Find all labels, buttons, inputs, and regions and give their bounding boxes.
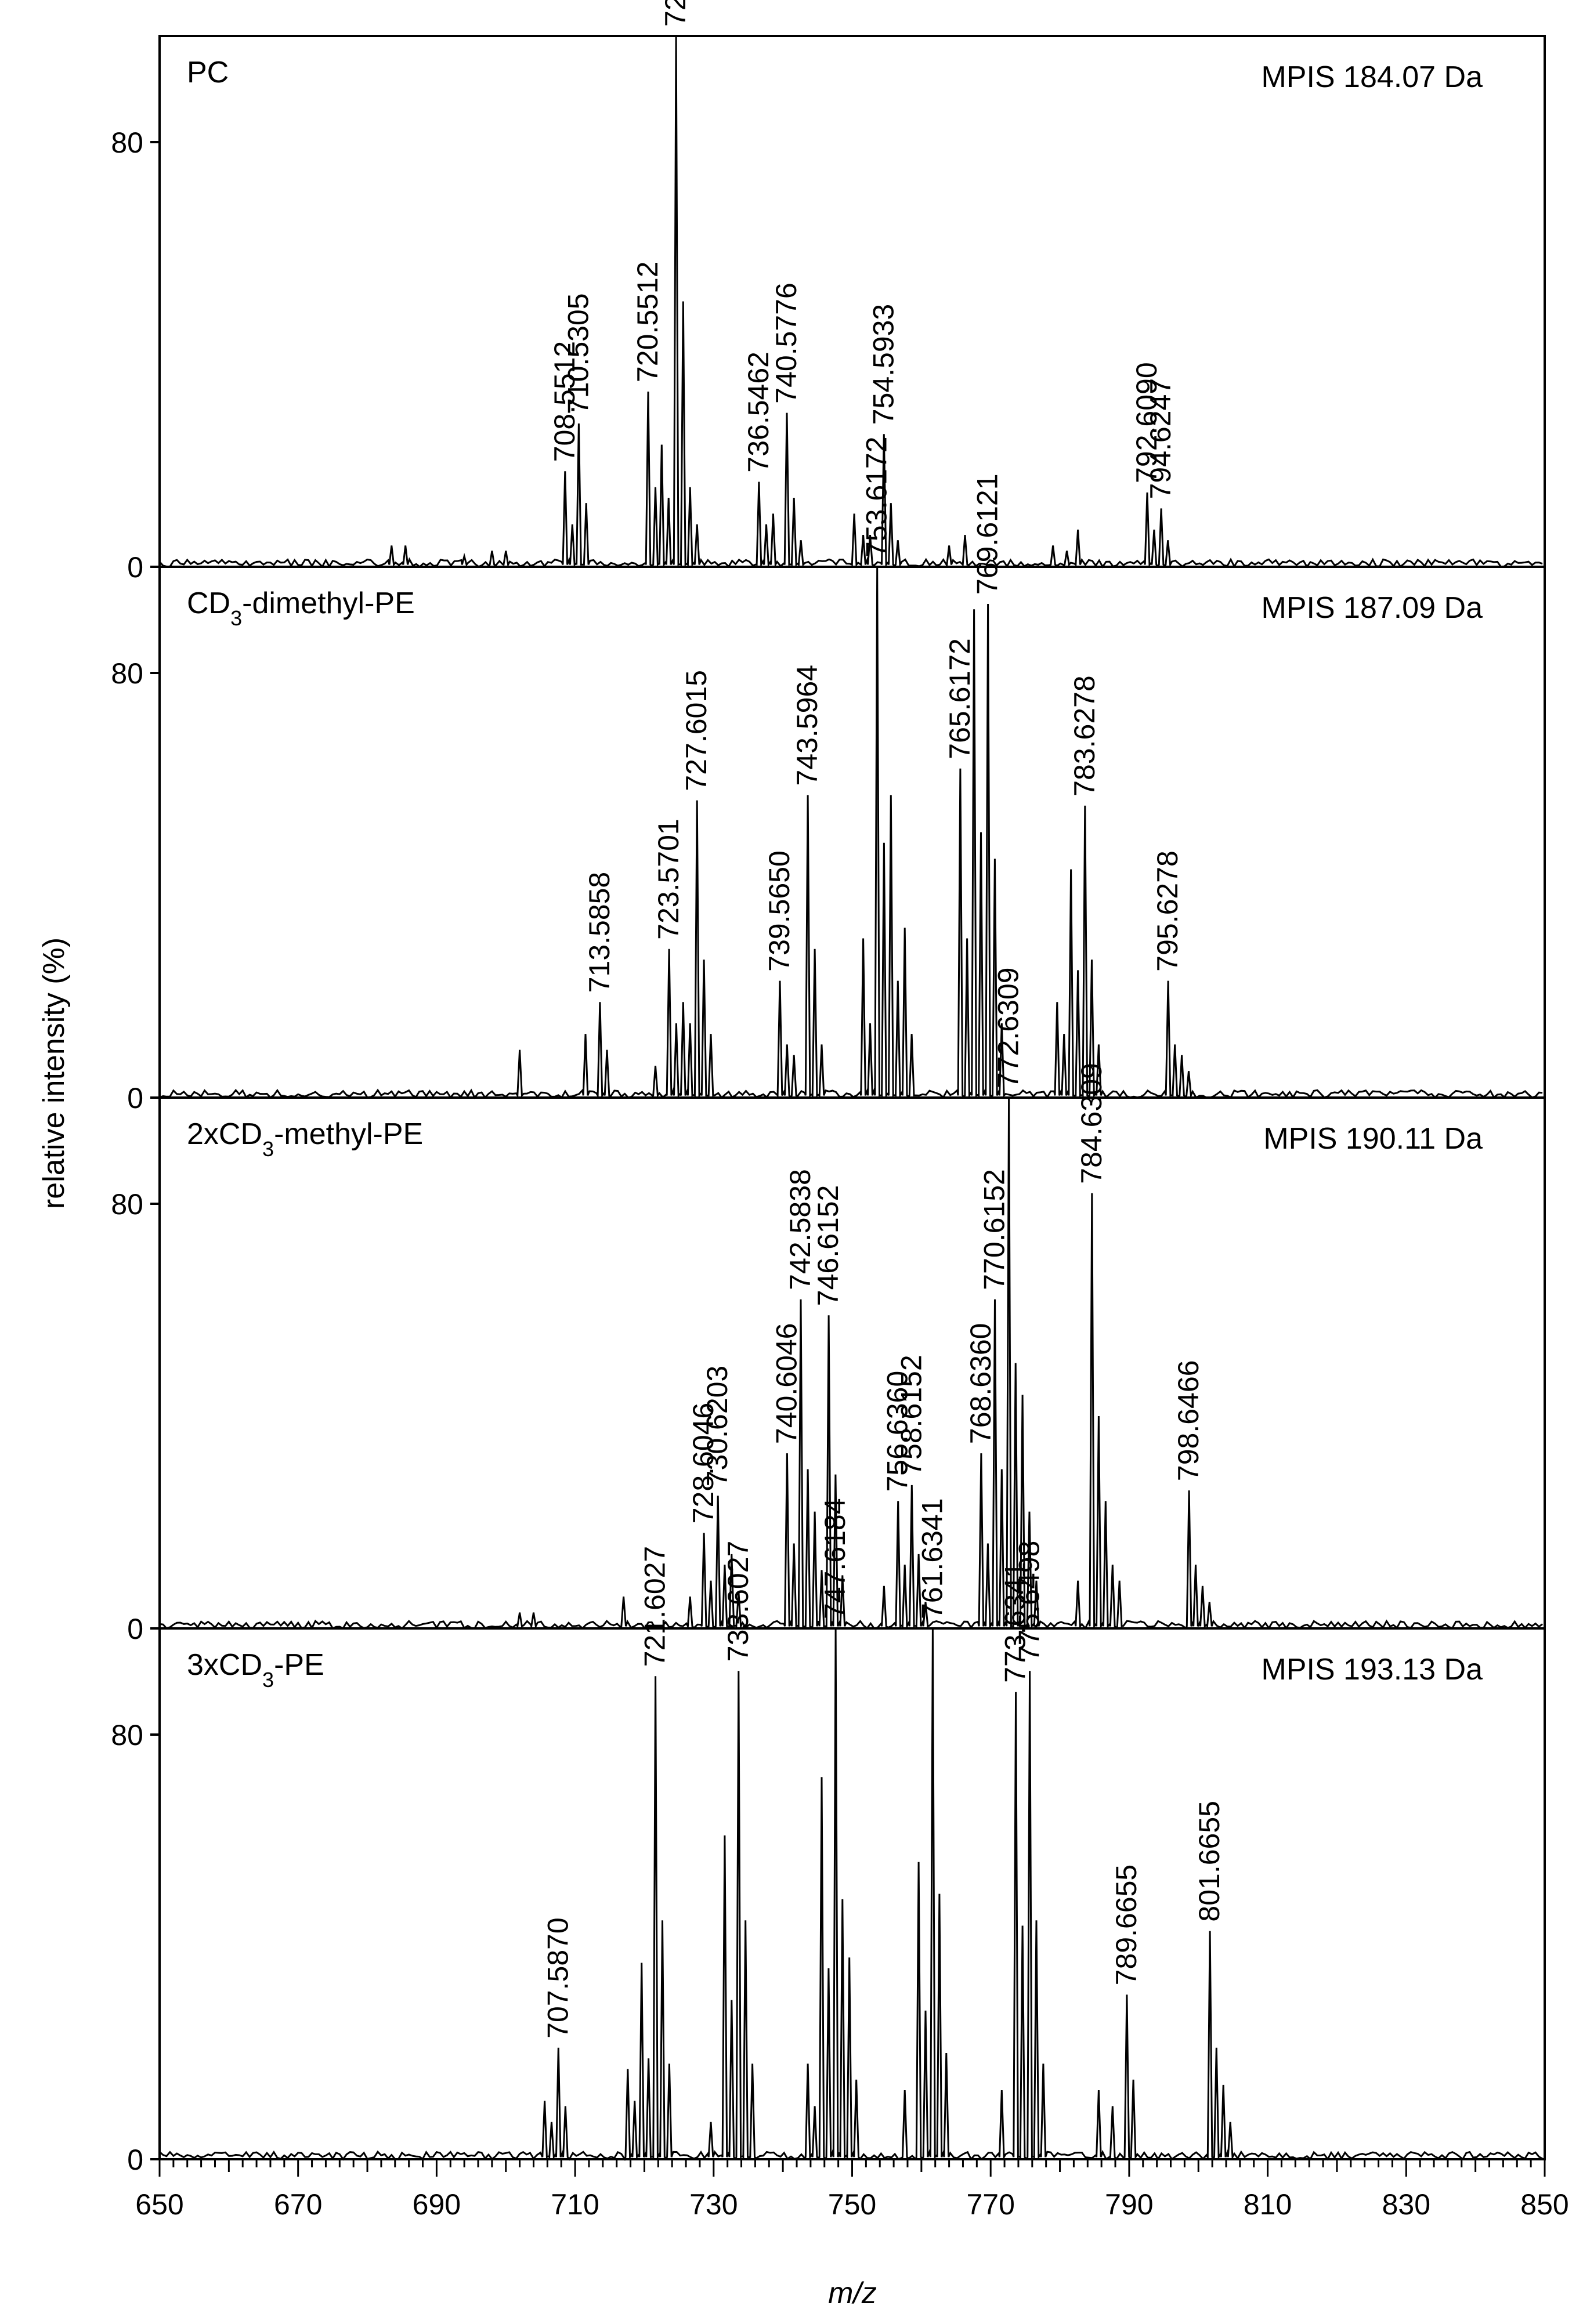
peak-label: 754.5933	[867, 304, 899, 425]
peak-label: 773.6341	[999, 1562, 1032, 1683]
x-tick-label: 790	[1105, 2188, 1153, 2221]
peak-label: 727.6015	[680, 670, 713, 791]
peak-label: 792.6090	[1130, 362, 1163, 483]
spectrum-line	[159, 1097, 1543, 1630]
peak-label: 710.5305	[562, 293, 594, 414]
y-tick-label: 0	[127, 2144, 143, 2176]
peak-label: 740.6046	[770, 1323, 803, 1445]
x-tick-label: 710	[551, 2188, 599, 2221]
panel-frame	[158, 1096, 1546, 1630]
peak-label: 769.6121	[971, 473, 1004, 595]
x-axis-label: m/z	[828, 2276, 877, 2310]
peak-label: 795.6278	[1151, 850, 1184, 972]
y-tick-label: 0	[127, 551, 143, 584]
peak-label: 747.6184	[819, 1498, 851, 1619]
spectrum-line	[159, 1628, 1543, 2161]
panel-annotation: MPIS 187.09 Da	[1261, 591, 1483, 625]
x-tick-label: 770	[966, 2188, 1014, 2221]
panel-title: 3xCD3-PE	[187, 1648, 324, 1692]
peak-label: 798.6466	[1172, 1360, 1205, 1482]
panel-frame	[158, 35, 1546, 568]
peak-label: 721.6027	[639, 1546, 671, 1667]
peak-label: 794.6247	[1144, 378, 1177, 499]
peak-label: 784.6309	[1075, 1063, 1108, 1184]
x-tick-label: 850	[1520, 2188, 1568, 2221]
panel-title: CD3-dimethyl-PE	[187, 587, 415, 630]
peak-label: 753.6172	[861, 436, 893, 558]
peak-label: 758.6152	[895, 1355, 927, 1476]
peak-label: 739.5650	[763, 850, 796, 972]
peak-label: 756.6360	[881, 1371, 914, 1492]
panel-frame	[158, 566, 1546, 1099]
peak-label: 772.6309	[992, 967, 1025, 1088]
panel-annotation: MPIS 193.13 Da	[1261, 1653, 1483, 1686]
y-axis-label: relative intensity (%)	[37, 937, 71, 1209]
y-tick-label: 80	[111, 1188, 143, 1221]
peak-label: 789.6655	[1110, 1865, 1143, 1986]
x-tick-label: 810	[1244, 2188, 1292, 2221]
panel-annotation: MPIS 184.07 Da	[1261, 60, 1483, 94]
x-tick-label: 670	[274, 2188, 322, 2221]
y-tick-label: 0	[127, 1082, 143, 1114]
y-tick-label: 0	[127, 1613, 143, 1645]
peak-label: 770.6152	[978, 1169, 1011, 1290]
peak-label: 723.5701	[652, 819, 685, 940]
spectrum-panel-2: 0 80 713.5858 723.5701 727.6015 739.5650 743.5…	[111, 436, 1546, 1114]
peak-label: 746.6152	[812, 1185, 844, 1306]
peak-label: 707.5870	[541, 1917, 574, 2039]
peak-label: 761.6341	[916, 1498, 948, 1619]
peak-label: 724.5826	[659, 0, 692, 27]
spectrum-panel-4: 0 80 707.5870 721.6027 733.6027 747.6184 761.6…	[111, 1498, 1546, 2176]
peak-label: 713.5858	[583, 872, 616, 993]
y-tick-label: 80	[111, 657, 143, 690]
peak-label: 733.6027	[722, 1541, 754, 1662]
x-tick-label: 690	[413, 2188, 461, 2221]
panel-frame	[158, 1627, 1546, 2160]
peak-label: 728.6046	[687, 1403, 720, 1524]
peak-label: 742.5838	[784, 1169, 816, 1290]
panel-title: PC	[187, 56, 229, 89]
peak-label: 740.5776	[770, 283, 803, 404]
panel-title: 2xCD3-methyl-PE	[187, 1117, 423, 1161]
x-tick-label: 730	[689, 2188, 738, 2221]
spectrum-line	[158, 35, 1543, 569]
x-tick-label: 650	[135, 2188, 183, 2221]
panel-annotation: MPIS 190.11 Da	[1263, 1122, 1483, 1156]
peak-label: 783.6278	[1068, 675, 1101, 797]
peak-label: 730.6203	[701, 1366, 733, 1487]
peak-label: 708.5512	[548, 341, 581, 462]
peak-label: 720.5512	[631, 261, 664, 382]
x-tick-label: 750	[828, 2188, 876, 2221]
peak-label: 775.6498	[1013, 1541, 1046, 1662]
spectrum-line	[159, 566, 1543, 1099]
peak-label: 801.6655	[1193, 1801, 1226, 1922]
peak-label: 736.5462	[742, 352, 775, 473]
peak-label: 765.6172	[944, 638, 976, 759]
y-tick-label: 80	[111, 1719, 143, 1751]
y-tick-label: 80	[111, 126, 143, 159]
x-tick-label: 830	[1382, 2188, 1430, 2221]
peak-label: 768.6360	[964, 1323, 997, 1445]
peak-label: 743.5964	[791, 665, 823, 786]
